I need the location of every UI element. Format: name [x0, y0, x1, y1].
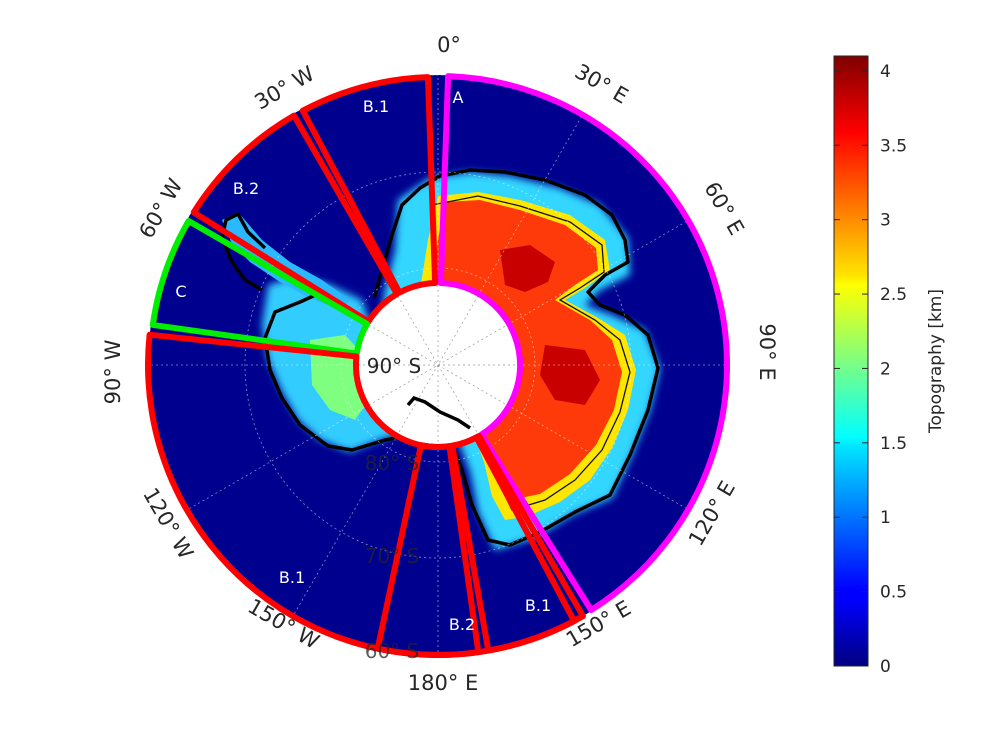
colorbar-tick-label: 0.5: [880, 583, 907, 603]
sector-label-B1c: B.1: [525, 596, 551, 615]
lat-label-80: 80° S: [365, 451, 420, 475]
colorbar-tick-label: 3: [880, 211, 891, 231]
sector-C: [149, 218, 370, 357]
coastline-pole: [406, 395, 471, 430]
ice-high-east: [428, 200, 622, 500]
sector-outlines: [145, 73, 730, 658]
lon-label-60e: 60° E: [699, 178, 748, 240]
colorbar-tick-label: 2: [880, 359, 891, 379]
sector-B2b: [374, 442, 482, 658]
sector-label-B2a: B.2: [233, 179, 259, 198]
lon-label-0: 0°: [437, 33, 461, 57]
sector-A: [437, 73, 730, 614]
lat-label-60: 60° S: [365, 639, 420, 663]
colorbar-title: Topography [km]: [926, 289, 946, 434]
lon-label-90e: 90° E: [755, 323, 779, 380]
center-label: 90° S: [367, 354, 422, 378]
topography-layer: [148, 75, 728, 655]
sector-label-B1b: B.1: [279, 568, 305, 587]
colorbar: 0 0.5 1 1.5 2 2.5 3 3.5 4 Topography [km]: [833, 55, 946, 677]
lat-labels: 80° S 70° S 60° S: [365, 451, 420, 663]
colorbar-tick-label: 4: [880, 62, 891, 82]
sector-label-B2b: B.2: [449, 615, 475, 634]
lat-label-70: 70° S: [365, 544, 420, 568]
lon-label-180: 180° E: [408, 671, 479, 695]
sector-B2a: [190, 112, 400, 325]
sector-B1c: [449, 434, 578, 654]
sector-B1a: [299, 74, 439, 296]
lon-label-90w: 90° W: [101, 339, 125, 404]
colorbar-gradient: [833, 55, 869, 667]
sector-label-C: C: [175, 282, 186, 301]
sector-label-B1a: B.1: [363, 97, 389, 116]
colorbar-tick-label: 2.5: [880, 285, 907, 305]
colorbar-tick-label: 0: [880, 657, 891, 677]
colorbar-tick-label: 3.5: [880, 136, 907, 156]
lon-label-30e: 30° E: [571, 59, 633, 108]
sector-label-A: A: [453, 88, 464, 107]
colorbar-ticks: 0 0.5 1 1.5 2 2.5 3 3.5 4: [834, 62, 907, 677]
colorbar-tick-label: 1.5: [880, 434, 907, 454]
pole-grid: [358, 285, 518, 445]
sector-labels: A B.1 B.2 C B.1 B.2 B.1: [175, 88, 551, 634]
colorbar-tick-label: 1: [880, 508, 891, 528]
